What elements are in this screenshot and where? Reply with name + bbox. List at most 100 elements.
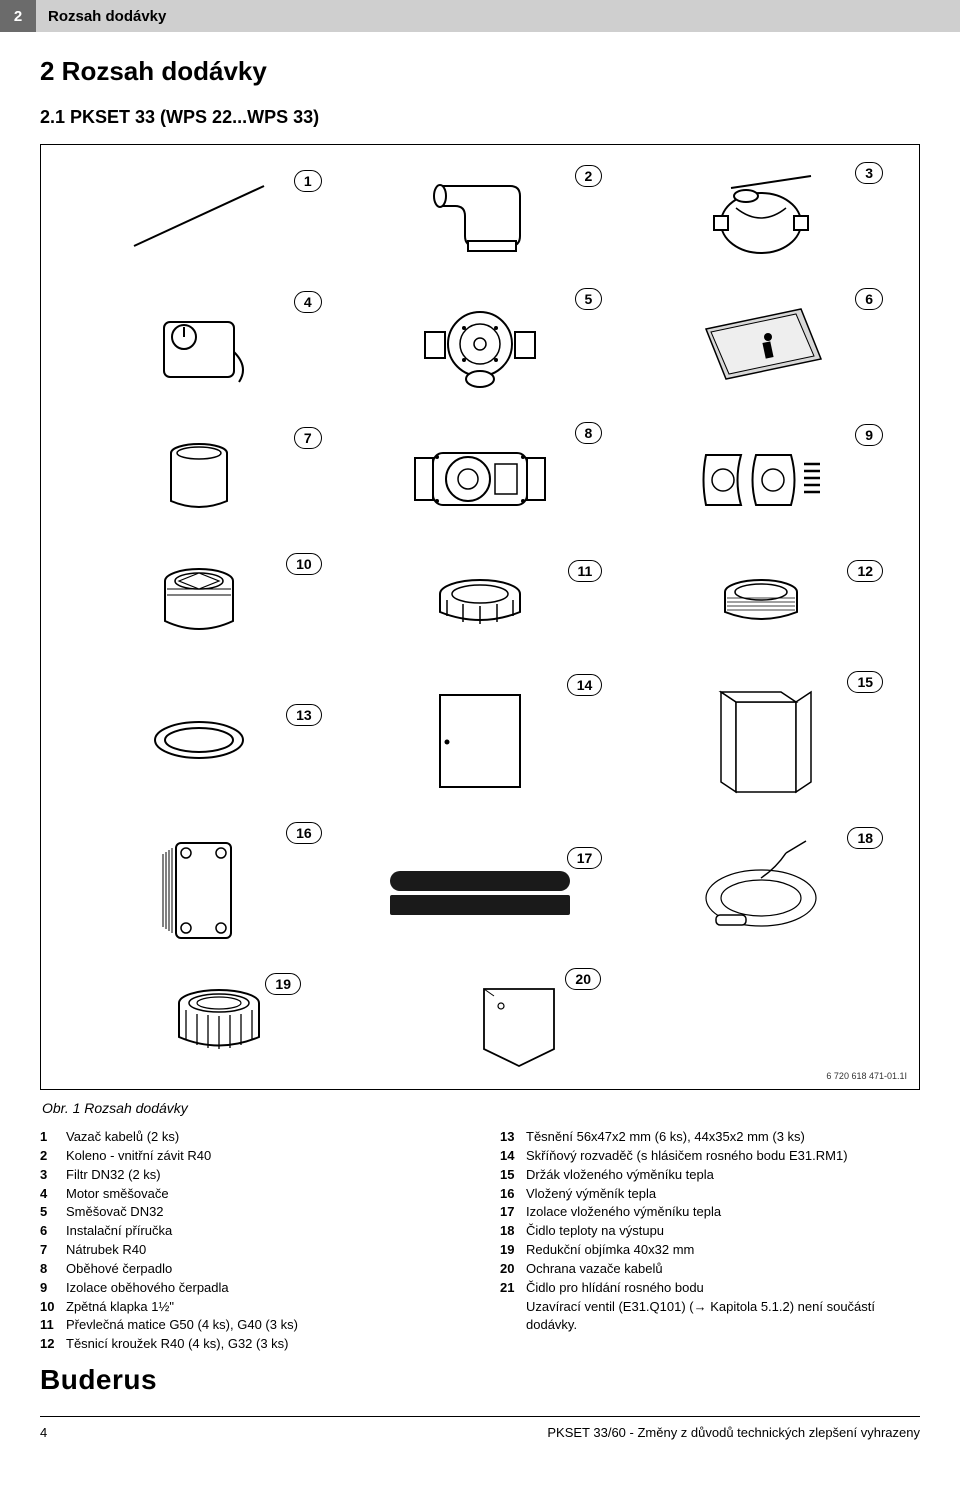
legend-num: 4 xyxy=(40,1185,66,1204)
legend-text: Redukční objímka 40x32 mm xyxy=(526,1241,920,1260)
part-6: 6 xyxy=(620,294,901,394)
legend-text: Filtr DN32 (2 ks) xyxy=(66,1166,460,1185)
legend-extra: Uzavírací ventil (E31.Q101) (→ Kapitola … xyxy=(500,1298,920,1336)
callout: 6 xyxy=(855,288,883,310)
page-footer: 4 PKSET 33/60 - Změny z důvodů technický… xyxy=(40,1416,920,1456)
part-10: 10 xyxy=(59,559,340,649)
bracket-icon xyxy=(696,677,826,802)
cable-guard-icon xyxy=(459,974,579,1074)
figure-row: 7 8 xyxy=(59,420,901,535)
part-20: 20 xyxy=(419,974,619,1074)
figure-row: 19 20 xyxy=(59,969,901,1079)
legend-num: 19 xyxy=(500,1241,526,1260)
figure-code: 6 720 618 471-01.1I xyxy=(826,1071,907,1081)
legend-text: Zpětná klapka 1½" xyxy=(66,1298,460,1317)
legend-text: Čidlo teploty na výstupu xyxy=(526,1222,920,1241)
legend-col-right: 13Těsnění 56x47x2 mm (6 ks), 44x35x2 mm … xyxy=(500,1128,920,1354)
callout: 3 xyxy=(855,162,883,184)
legend-text: Izolace vloženého výměníku tepla xyxy=(526,1203,920,1222)
legend-item: 8Oběhové čerpadlo xyxy=(40,1260,460,1279)
callout: 14 xyxy=(567,674,603,696)
elbow-icon xyxy=(420,171,540,261)
callout: 5 xyxy=(575,288,603,310)
callout: 12 xyxy=(847,560,883,582)
part-8: 8 xyxy=(340,428,621,528)
part-7: 7 xyxy=(59,433,340,523)
mixer-motor-icon xyxy=(139,297,259,392)
callout: 8 xyxy=(575,422,603,444)
legend-num: 9 xyxy=(40,1279,66,1298)
callout: 19 xyxy=(265,973,301,995)
heat-exchanger-icon xyxy=(144,828,254,948)
legend-num: 8 xyxy=(40,1260,66,1279)
legend-num: 2 xyxy=(40,1147,66,1166)
brand-logo: Buderus xyxy=(40,1364,920,1396)
part-2: 2 xyxy=(340,171,621,261)
figure-row: 16 17 xyxy=(59,823,901,953)
check-valve-icon xyxy=(149,559,249,649)
filter-valve-icon xyxy=(696,168,826,263)
page-header: 2 Rozsah dodávky xyxy=(0,0,960,32)
legend-item: 20Ochrana vazače kabelů xyxy=(500,1260,920,1279)
legend-item: 5Směšovač DN32 xyxy=(40,1203,460,1222)
part-15: 15 xyxy=(620,677,901,802)
content-area: 2 Rozsah dodávky 2.1 PKSET 33 (WPS 22...… xyxy=(0,32,960,1364)
legend-text: Motor směšovače xyxy=(66,1185,460,1204)
legend-item: 7Nátrubek R40 xyxy=(40,1241,460,1260)
part-4: 4 xyxy=(59,297,340,392)
legend-num: 11 xyxy=(40,1316,66,1335)
legend-num: 12 xyxy=(40,1335,66,1354)
legend-num: 1 xyxy=(40,1128,66,1147)
figure-caption: Obr. 1 Rozsah dodávky xyxy=(42,1100,920,1116)
callout: 7 xyxy=(294,427,322,449)
legend-col-left: 1Vazač kabelů (2 ks) 2Koleno - vnitřní z… xyxy=(40,1128,460,1354)
legend-num: 7 xyxy=(40,1241,66,1260)
legend-item: 17Izolace vloženého výměníku tepla xyxy=(500,1203,920,1222)
legend-text: Směšovač DN32 xyxy=(66,1203,460,1222)
part-13: 13 xyxy=(59,710,340,770)
part-18: 18 xyxy=(620,833,901,943)
junction-box-icon xyxy=(420,680,540,800)
legend-num: 13 xyxy=(500,1128,526,1147)
gasket-icon xyxy=(144,710,254,770)
legend-text: Nátrubek R40 xyxy=(66,1241,460,1260)
cable-tie-icon xyxy=(124,176,274,256)
figure-grid: 1 2 3 xyxy=(59,163,901,1079)
subsection-heading: 2.1 PKSET 33 (WPS 22...WPS 33) xyxy=(40,107,920,128)
callout: 4 xyxy=(294,291,322,313)
legend-num: 18 xyxy=(500,1222,526,1241)
sealing-ring-icon xyxy=(711,566,811,641)
part-19: 19 xyxy=(119,979,319,1069)
header-title: Rozsah dodávky xyxy=(48,8,166,25)
pump-icon xyxy=(400,428,560,528)
page-number-box: 2 xyxy=(0,0,36,32)
union-nut-icon xyxy=(425,566,535,641)
callout: 11 xyxy=(568,560,603,582)
legend-item: 15Držák vloženého výměníku tepla xyxy=(500,1166,920,1185)
legend-num: 10 xyxy=(40,1298,66,1317)
legend-item: 6Instalační příručka xyxy=(40,1222,460,1241)
callout: 13 xyxy=(286,704,322,726)
part-16: 16 xyxy=(59,828,340,948)
legend-num: 20 xyxy=(500,1260,526,1279)
mixer-valve-icon xyxy=(410,294,550,394)
legend-text: Izolace oběhového čerpadla xyxy=(66,1279,460,1298)
legend-text: Koleno - vnitřní závit R40 xyxy=(66,1147,460,1166)
footer-doc-info: PKSET 33/60 - Změny z důvodů technických… xyxy=(547,1425,920,1440)
brand-row: Buderus xyxy=(0,1364,960,1396)
exchanger-insulation-icon xyxy=(380,853,580,923)
legend-text: Vazač kabelů (2 ks) xyxy=(66,1128,460,1147)
legend-item: 21Čidlo pro hlídání rosného bodu xyxy=(500,1279,920,1298)
legend-item: 9Izolace oběhového čerpadla xyxy=(40,1279,460,1298)
header-title-box: Rozsah dodávky xyxy=(36,0,960,32)
legend-num: 14 xyxy=(500,1147,526,1166)
legend-text: Těsnicí kroužek R40 (4 ks), G32 (3 ks) xyxy=(66,1335,460,1354)
legend-text: Držák vloženého výměníku tepla xyxy=(526,1166,920,1185)
page-number: 2 xyxy=(14,8,22,25)
callout: 10 xyxy=(286,553,322,575)
part-1: 1 xyxy=(59,176,340,256)
callout: 18 xyxy=(847,827,883,849)
legend-text: Vložený výměník tepla xyxy=(526,1185,920,1204)
legend-num: 3 xyxy=(40,1166,66,1185)
legend-num: 17 xyxy=(500,1203,526,1222)
